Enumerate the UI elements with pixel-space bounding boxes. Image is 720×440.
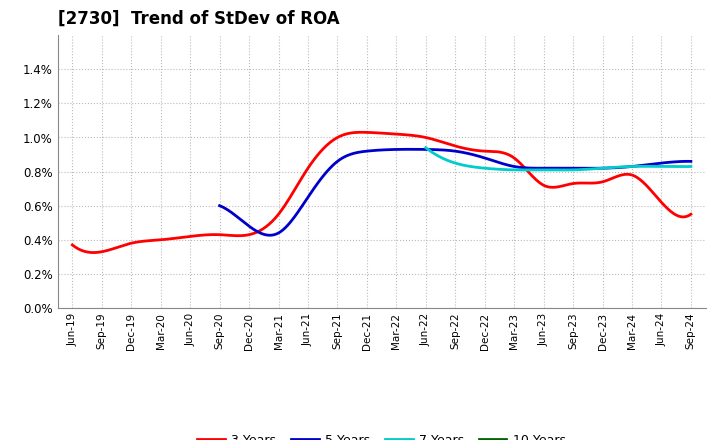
Line: 7 Years: 7 Years	[426, 148, 691, 170]
7 Years	[526, 167, 535, 172]
3 Years	[518, 162, 526, 168]
5 Years	[266, 233, 275, 238]
3 Years	[144, 238, 153, 243]
5 Years	[370, 148, 379, 153]
3 Years	[271, 215, 280, 220]
7 Years	[558, 167, 567, 172]
5 Years	[403, 147, 412, 152]
5 Years	[273, 231, 282, 236]
5 Years	[215, 203, 224, 209]
Text: [2730]  Trend of StDev of ROA: [2730] Trend of StDev of ROA	[58, 10, 339, 28]
3 Years	[68, 242, 76, 248]
Line: 5 Years: 5 Years	[220, 149, 691, 235]
3 Years	[315, 151, 323, 156]
3 Years	[521, 165, 529, 171]
7 Years	[613, 165, 622, 170]
7 Years	[421, 145, 430, 150]
7 Years	[687, 164, 696, 169]
3 Years	[687, 212, 696, 217]
7 Years	[508, 167, 516, 172]
5 Years	[514, 165, 523, 170]
5 Years	[558, 165, 567, 171]
7 Years	[454, 161, 462, 166]
3 Years	[460, 146, 469, 151]
7 Years	[589, 166, 598, 172]
5 Years	[687, 159, 696, 164]
3 Years	[356, 130, 365, 135]
5 Years	[560, 165, 569, 171]
3 Years	[90, 250, 99, 255]
7 Years	[615, 165, 624, 170]
Legend: 3 Years, 5 Years, 7 Years, 10 Years: 3 Years, 5 Years, 7 Years, 10 Years	[192, 429, 571, 440]
5 Years	[405, 147, 414, 152]
Line: 3 Years: 3 Years	[72, 132, 691, 253]
